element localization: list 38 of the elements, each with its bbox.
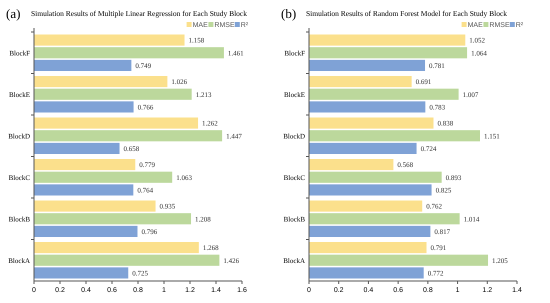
bar (34, 267, 128, 279)
bar (309, 142, 417, 154)
bar (309, 158, 394, 170)
bar (34, 254, 220, 266)
bar (34, 130, 222, 142)
bar (309, 60, 426, 72)
bar (309, 184, 432, 196)
bar (34, 184, 134, 196)
bar (309, 88, 459, 100)
bar (34, 76, 168, 88)
bar (309, 34, 466, 46)
bar (34, 117, 198, 129)
bar (309, 130, 480, 142)
bar (309, 242, 427, 254)
bar (309, 226, 430, 238)
bar (309, 117, 434, 129)
bar (34, 242, 199, 254)
bar (309, 76, 412, 88)
bar (34, 200, 156, 212)
bar (34, 47, 224, 58)
bar (34, 213, 192, 224)
bar (309, 101, 426, 113)
bar (34, 101, 134, 113)
bar (34, 226, 138, 238)
bar (34, 34, 185, 46)
bar (34, 172, 172, 183)
bar (309, 172, 442, 183)
text: (a) (6, 6, 20, 21)
bar (34, 142, 120, 154)
bar (309, 254, 488, 266)
bar (34, 60, 132, 72)
bar (34, 158, 136, 170)
bar (309, 267, 424, 279)
bar (309, 200, 422, 212)
text: (b) (281, 6, 296, 21)
bar (34, 88, 192, 100)
bar (309, 47, 468, 58)
bar (309, 213, 460, 224)
